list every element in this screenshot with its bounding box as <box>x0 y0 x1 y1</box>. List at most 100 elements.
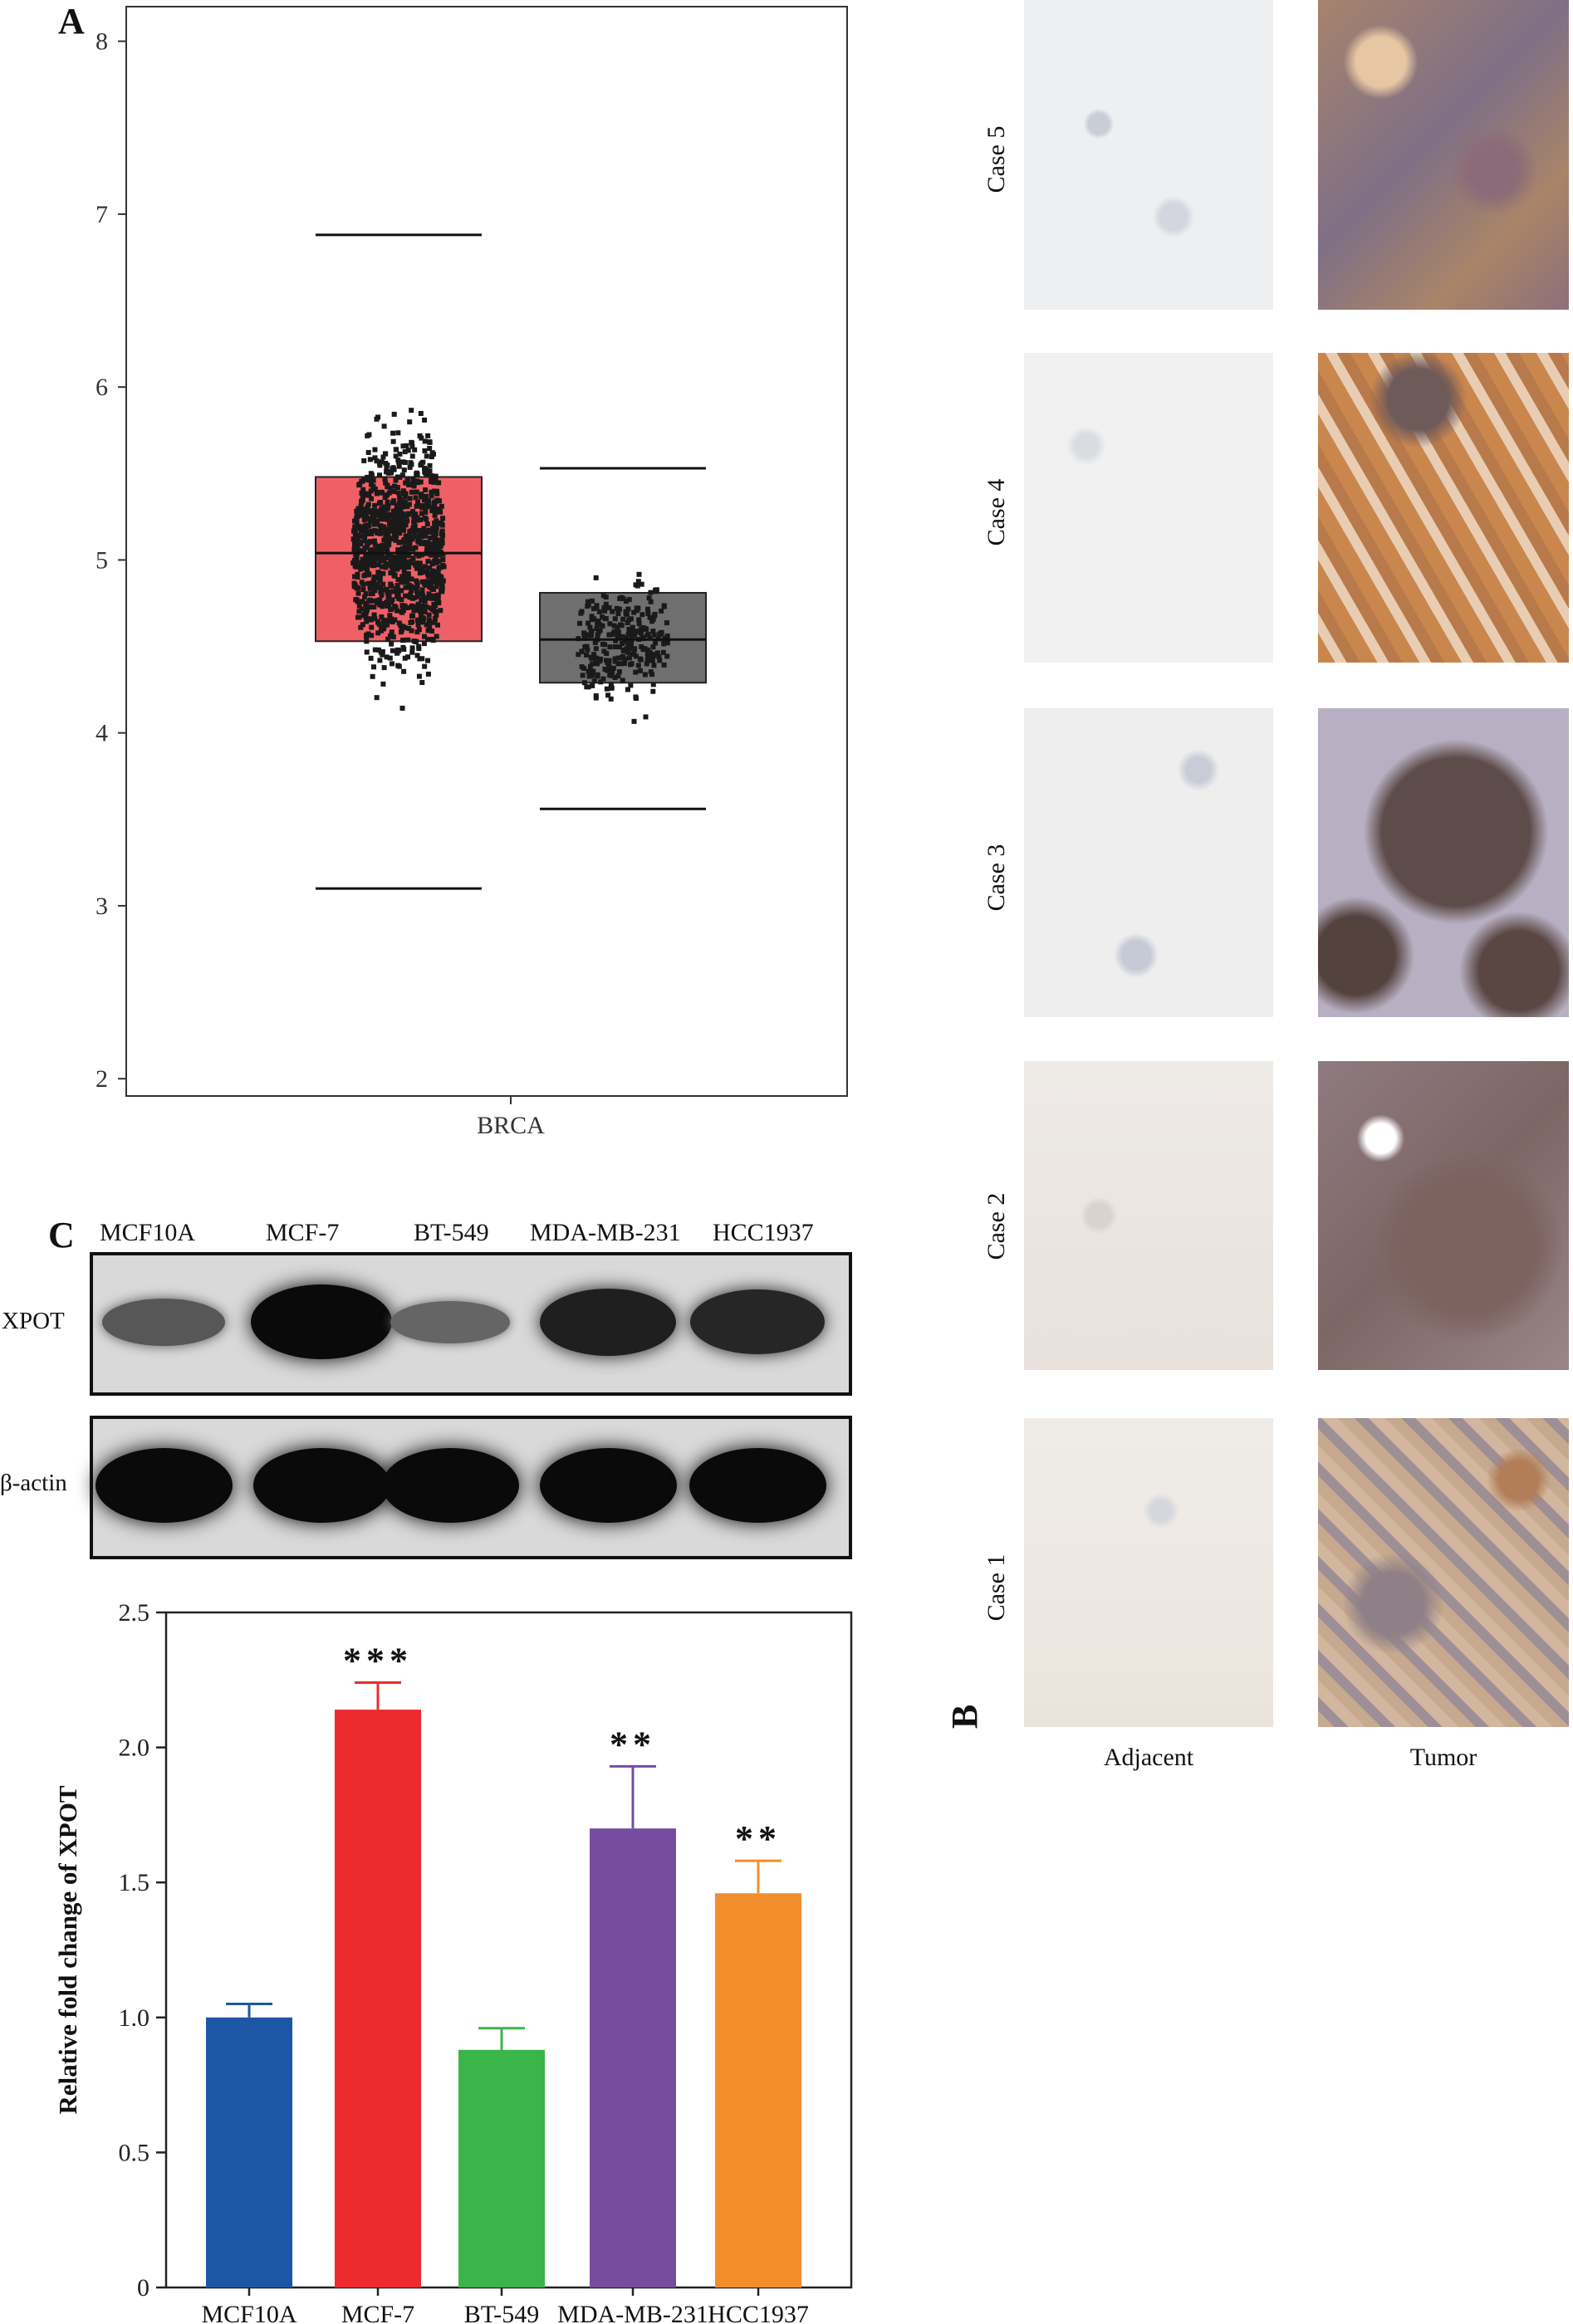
significance-mark: *** <box>343 1641 413 1681</box>
data-point <box>440 551 446 557</box>
data-point <box>609 673 615 678</box>
data-point <box>646 595 652 601</box>
data-point <box>435 570 441 576</box>
data-point <box>355 574 360 580</box>
data-point <box>593 693 599 699</box>
plot-frame <box>125 6 848 1097</box>
data-point <box>410 509 416 515</box>
data-point <box>359 580 365 585</box>
data-point <box>397 525 403 531</box>
data-point <box>419 461 424 467</box>
data-point <box>372 502 378 508</box>
data-point <box>418 410 424 416</box>
data-point <box>597 622 603 628</box>
data-point <box>605 668 610 673</box>
data-point <box>360 564 365 570</box>
data-point <box>595 632 600 638</box>
wb-row-label-actin: β-actin <box>0 1470 67 1496</box>
data-point <box>422 581 428 587</box>
data-point <box>396 648 402 653</box>
data-point <box>395 516 401 521</box>
data-point <box>603 601 609 607</box>
data-point <box>414 515 420 521</box>
data-point <box>422 438 428 444</box>
data-point <box>381 423 387 429</box>
data-point <box>364 561 370 567</box>
data-point <box>432 512 438 518</box>
data-point <box>402 580 408 585</box>
data-point <box>407 419 413 425</box>
data-point <box>440 579 446 585</box>
data-point <box>383 536 389 541</box>
data-point <box>629 652 635 658</box>
data-point <box>440 556 446 562</box>
data-point <box>620 616 626 622</box>
data-point <box>404 443 409 448</box>
data-point <box>380 681 386 687</box>
data-point <box>389 556 394 562</box>
data-point <box>608 696 614 702</box>
data-point <box>429 526 435 531</box>
data-point <box>440 532 446 538</box>
ihc-adjacent-case-2 <box>1024 1061 1273 1370</box>
data-point <box>424 504 429 510</box>
bar-x-tick-label: MDA-MB-231 <box>557 2301 708 2324</box>
data-point <box>379 592 385 598</box>
data-point <box>363 522 369 528</box>
wb-row-beta-actin <box>90 1416 852 1559</box>
data-point <box>402 449 408 455</box>
data-point <box>396 463 402 469</box>
bar-y-tick-label: 0.5 <box>119 2139 150 2166</box>
data-point <box>417 433 423 438</box>
data-point <box>371 574 377 580</box>
data-point <box>365 570 370 575</box>
data-point <box>434 612 439 618</box>
data-point <box>431 586 437 592</box>
data-point <box>427 536 433 541</box>
data-point <box>594 655 600 661</box>
data-point <box>409 489 414 495</box>
data-point <box>409 595 415 601</box>
data-point <box>433 473 439 479</box>
data-point <box>367 549 373 555</box>
wb-lane-label: MCF10A <box>100 1219 196 1246</box>
data-point <box>644 658 650 664</box>
data-point <box>403 585 409 590</box>
data-point <box>389 641 394 647</box>
data-point <box>370 580 376 585</box>
data-point <box>372 541 378 547</box>
data-point <box>648 599 654 604</box>
data-point <box>421 616 427 622</box>
data-point <box>380 454 386 460</box>
data-point <box>403 533 409 539</box>
data-point <box>391 489 397 495</box>
data-point <box>360 559 366 565</box>
data-point <box>608 682 614 687</box>
data-point <box>620 640 625 646</box>
data-point <box>364 531 370 537</box>
data-point <box>385 636 391 642</box>
data-point <box>389 629 394 635</box>
data-point <box>381 525 387 531</box>
data-point <box>421 497 427 503</box>
wb-row-xpot <box>90 1252 852 1396</box>
data-point <box>433 554 439 560</box>
data-point <box>425 628 431 634</box>
data-point <box>581 630 587 636</box>
y-tick-label: 5 <box>96 546 108 574</box>
data-point <box>383 544 389 550</box>
data-point <box>365 433 370 438</box>
data-point <box>588 630 594 636</box>
data-point <box>624 638 630 644</box>
data-point <box>434 497 440 503</box>
data-point <box>364 609 370 614</box>
data-point <box>365 474 370 480</box>
data-point <box>403 522 409 528</box>
data-point <box>371 563 377 569</box>
data-point <box>395 547 401 553</box>
data-point <box>419 541 424 546</box>
wb-lane-label: MDA-MB-231 <box>530 1219 681 1246</box>
data-point <box>585 599 590 604</box>
data-point <box>411 483 417 489</box>
data-point <box>401 526 407 531</box>
